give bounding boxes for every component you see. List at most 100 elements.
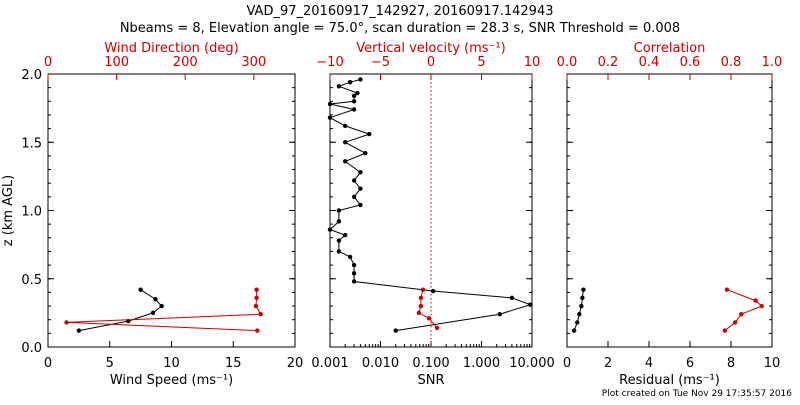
data-point (327, 101, 333, 107)
data-point (351, 279, 357, 284)
data-point (527, 302, 533, 307)
data-point (732, 320, 738, 325)
data-point (581, 287, 586, 292)
figure-title: VAD_97_20160917_142927, 20160917.142943 (247, 4, 554, 19)
top-tick-label: 0.4 (639, 55, 660, 70)
bottom-axis-label: SNR (417, 373, 444, 388)
data-point (367, 131, 372, 137)
top-tick-label: 100 (104, 55, 129, 70)
data-point (327, 115, 333, 120)
data-point (336, 208, 342, 213)
data-point (722, 328, 728, 333)
data-point (580, 295, 585, 301)
data-point (420, 287, 426, 292)
data-point (577, 312, 582, 317)
data-point (351, 107, 357, 112)
data-point (343, 159, 348, 164)
data-point (150, 310, 156, 316)
panel-3: 0 2 4 6 8 10 Residual (ms⁻¹) 0.0 0.2 0.4 0.6 0.8 1.0… (557, 41, 783, 388)
data-point (355, 90, 360, 96)
bottom-axis-label: Wind Speed (ms⁻¹) (110, 373, 233, 388)
data-point (254, 287, 259, 292)
data-point (351, 178, 357, 183)
data-point (434, 325, 440, 331)
top-tick-label: 0.8 (721, 55, 742, 70)
panel-1: 0 5 10 15 20 Wind Speed (ms⁻¹) 0 100 200 300Wind … (1, 41, 303, 388)
data-point (430, 288, 436, 294)
data-point (336, 84, 342, 89)
data-point (343, 123, 348, 129)
series-line-2 (724, 289, 763, 331)
data-point (509, 295, 515, 301)
data-point (253, 303, 259, 309)
data-point (351, 262, 357, 268)
data-point (579, 303, 584, 309)
bottom-tick-label: 0.100 (412, 356, 449, 371)
bottom-tick-label: 1.000 (463, 356, 500, 371)
top-tick-label: 5 (477, 55, 485, 70)
data-point (358, 202, 363, 208)
plot-timestamp: Plot created on Tue Nov 29 17:35:57 2016 (602, 389, 792, 399)
top-tick-label: 0.2 (598, 55, 619, 70)
top-tick-label: 0.6 (680, 55, 701, 70)
plot-frame (566, 73, 773, 348)
series-line-2 (418, 289, 438, 329)
data-point (759, 303, 764, 309)
top-tick-label: 0.0 (557, 55, 578, 70)
data-point (347, 254, 353, 260)
y-tick-label: 0.5 (21, 273, 42, 288)
data-point (363, 150, 368, 156)
y-tick-label: 1.5 (21, 136, 42, 151)
data-point (358, 77, 363, 82)
top-tick-label: 1.0 (762, 55, 783, 70)
data-point (336, 238, 342, 243)
data-point (351, 271, 357, 276)
data-point (724, 287, 730, 292)
y-tick-label: 1.0 (21, 205, 42, 220)
data-point (327, 227, 333, 232)
data-point (426, 316, 432, 321)
bottom-tick-label: 2 (604, 356, 612, 371)
bottom-tick-label: 8 (727, 356, 735, 371)
data-point (351, 99, 357, 104)
bottom-tick-label: 0 (563, 356, 571, 371)
bottom-tick-label: 6 (686, 356, 694, 371)
data-point (351, 93, 357, 99)
bottom-tick-label: 10 (764, 356, 781, 371)
data-point (418, 295, 424, 301)
data-point (351, 194, 357, 200)
bottom-tick-label: 5 (106, 356, 114, 371)
bottom-tick-label: 4 (645, 356, 653, 371)
top-tick-label: 300 (241, 55, 266, 70)
series-line-1 (78, 289, 163, 332)
top-tick-label: −5 (371, 55, 390, 70)
top-tick-label: 0 (44, 55, 52, 70)
data-point (393, 328, 398, 333)
data-point (358, 186, 363, 191)
data-point (418, 303, 424, 309)
y-tick-label: 2.0 (21, 68, 42, 83)
y-tick-label: 0.0 (21, 341, 42, 356)
data-point (343, 140, 348, 145)
top-tick-label: −10 (316, 55, 343, 70)
data-point (358, 170, 363, 175)
top-axis-label: Correlation (634, 41, 706, 56)
data-point (64, 320, 69, 325)
top-axis-label: Wind Direction (deg) (104, 41, 238, 56)
data-point (571, 328, 577, 333)
data-point (347, 79, 353, 85)
data-point (575, 320, 580, 325)
bottom-tick-label: 20 (287, 356, 304, 371)
data-point (76, 328, 82, 333)
panel-2: 0.001 0.010 0.100 1.000 10.000 SNR −10 −5 0 5 10 Ve… (311, 41, 554, 388)
top-tick-label: 10 (524, 55, 541, 70)
y-axis-label: z (km AGL) (1, 175, 16, 246)
data-point (258, 312, 263, 317)
bottom-tick-label: 0 (44, 356, 52, 371)
data-point (255, 328, 260, 333)
data-point (254, 295, 259, 301)
data-point (343, 232, 348, 238)
